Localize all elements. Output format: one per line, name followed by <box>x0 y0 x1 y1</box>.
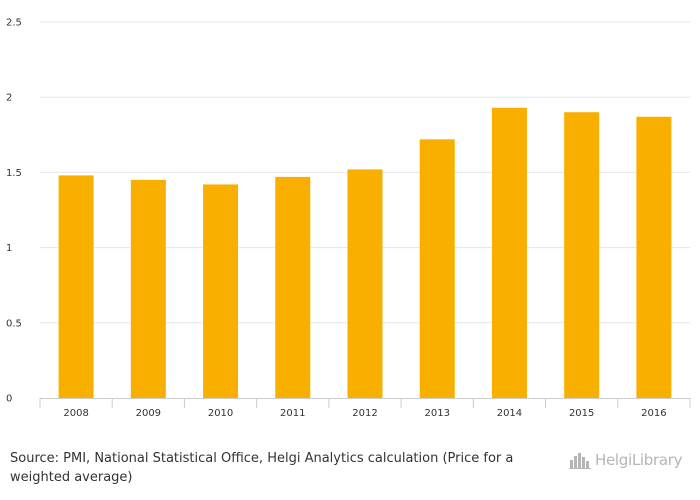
x-tick-label: 2009 <box>136 408 161 419</box>
x-tick-label: 2014 <box>497 408 522 419</box>
y-tick-label: 2 <box>6 93 12 104</box>
x-tick-label: 2012 <box>352 408 377 419</box>
bar-2014[interactable] <box>491 107 527 398</box>
x-tick-label: 2011 <box>280 408 305 419</box>
x-tick-label: 2008 <box>63 408 88 419</box>
y-axis-tick-labels: 0 0.5 1 1.5 2 2.5 <box>6 18 22 405</box>
x-axis: 2008 2009 2010 2011 2012 2013 2014 2015 2016 <box>39 398 691 419</box>
x-tick-label: 2010 <box>208 408 233 419</box>
bars <box>58 107 672 399</box>
bar-2008[interactable] <box>58 175 94 398</box>
x-tick-label: 2016 <box>641 408 666 419</box>
helgi-library-logo[interactable]: HelgiLibrary <box>569 449 683 471</box>
x-tick-label: 2013 <box>424 408 449 419</box>
bar-chart: 0 0.5 1 1.5 2 2.5 2008 2009 2010 2011 2012 2013 201… <box>6 18 691 419</box>
source-note: Source: PMI, National Statistical Office… <box>10 451 514 485</box>
bar-2009[interactable] <box>130 179 166 398</box>
y-tick-label: 0.5 <box>6 318 22 329</box>
y-tick-label: 0 <box>6 394 12 405</box>
city-skyline-icon <box>569 453 591 469</box>
bar-2016[interactable] <box>636 116 672 398</box>
y-tick-label: 1.5 <box>6 168 22 179</box>
logo-text: HelgiLibrary <box>595 451 683 469</box>
bar-2012[interactable] <box>347 169 383 398</box>
bar-2011[interactable] <box>275 176 311 398</box>
y-tick-label: 1 <box>6 243 12 254</box>
bar-2015[interactable] <box>564 112 600 399</box>
x-tick-label: 2015 <box>569 408 594 419</box>
y-tick-label: 2.5 <box>6 18 22 29</box>
bar-2013[interactable] <box>419 139 455 398</box>
bar-2010[interactable] <box>203 184 239 398</box>
